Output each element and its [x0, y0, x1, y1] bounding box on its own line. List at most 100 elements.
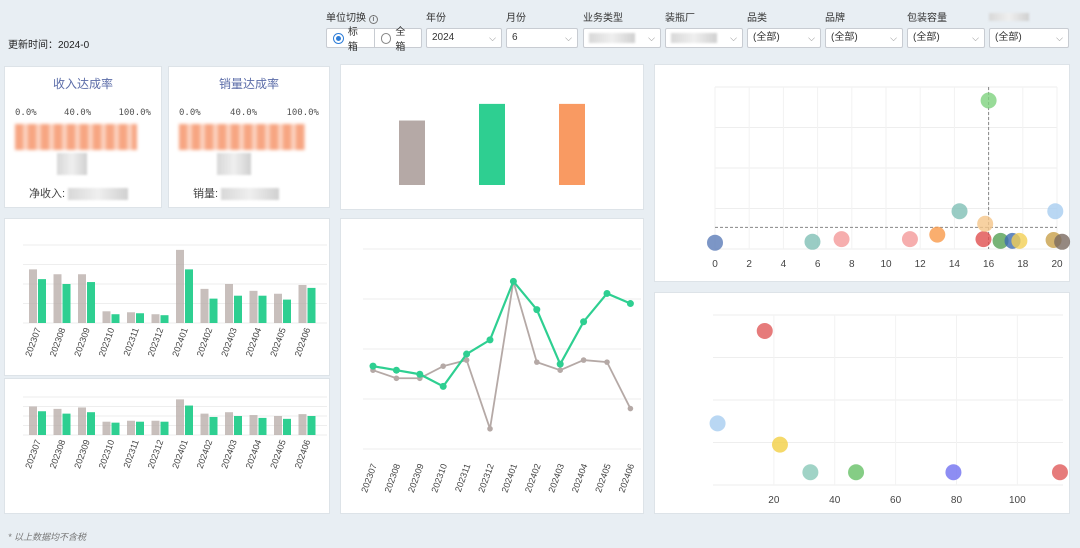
x-tick-label: 202404: [570, 462, 590, 494]
x-tick-label: 16: [983, 259, 995, 270]
x-tick-label: 202311: [121, 438, 140, 469]
x-tick-label: 0: [712, 259, 718, 270]
chevron-down-icon: ⌵: [1056, 33, 1063, 43]
x-tick-label: 60: [890, 495, 902, 506]
bar-prev: [298, 414, 307, 435]
income-kpi-title: 收入达成率: [52, 77, 113, 91]
x-tick-label: 100: [1009, 495, 1026, 506]
bar-curr: [62, 413, 71, 435]
scatter-point: [848, 464, 865, 481]
chevron-down-icon: ⌵: [730, 33, 737, 43]
bar-prev: [151, 420, 160, 435]
sales-kpi-scale: 0.0% 40.0% 100.0%: [179, 108, 319, 118]
x-tick-label: 12: [915, 259, 927, 270]
bar-prev: [200, 288, 209, 323]
x-tick-label: 202307: [23, 438, 43, 470]
trend-line-chart: 202307 202308 202309 202310 202311 202312 2024…: [340, 218, 644, 514]
unit-option-standard[interactable]: 标箱: [327, 27, 374, 53]
scatter-point: [833, 231, 850, 248]
bar-prev: [225, 412, 233, 435]
extra-filter: (全部) ⌵: [989, 12, 1069, 48]
bar-prev: [127, 312, 135, 323]
x-tick-label: 202312: [146, 438, 166, 470]
chevron-down-icon: ⌵: [972, 33, 979, 43]
income-progress-bar: [15, 124, 151, 150]
bar-curr: [234, 295, 242, 323]
bar-curr: [87, 412, 95, 435]
chevron-down-icon: ⌵: [890, 33, 897, 43]
line-point: [416, 370, 424, 378]
bar-curr: [38, 279, 46, 323]
sales-progress-fill: [179, 124, 305, 150]
x-tick-label: 202404: [244, 326, 264, 358]
business-type-select[interactable]: ⌵: [583, 28, 661, 48]
month-select[interactable]: 6 ⌵: [506, 28, 578, 48]
unit-option-full[interactable]: 全箱: [373, 27, 422, 53]
monthly-bar-svg-bottom: 202307 202308 202309 202310 202311 202312 2024…: [23, 396, 327, 470]
x-tick-label: 202309: [406, 462, 426, 494]
x-tick-label: 202307: [359, 462, 379, 494]
chevron-down-icon: ⌵: [648, 33, 655, 43]
package-filter: 包装容量 (全部) ⌵: [907, 12, 985, 48]
x-tick-label: 202312: [146, 326, 166, 358]
package-select[interactable]: (全部) ⌵: [907, 28, 985, 48]
bottler-filter: 装瓶厂 ⌵: [665, 12, 743, 48]
x-tick-label: 202401: [170, 438, 190, 470]
footnote: * 以上数据均不含税: [8, 532, 87, 542]
x-tick-label: 8: [849, 259, 855, 270]
x-tick-label: 202308: [383, 462, 403, 494]
achievement-bar-chart: [340, 64, 644, 210]
line-point: [439, 382, 447, 390]
line-point: [556, 360, 564, 368]
line-point: [557, 367, 563, 373]
scatter-point: [992, 232, 1009, 249]
year-select[interactable]: 2024 ⌵: [426, 28, 502, 48]
x-tick-label: 20: [768, 495, 780, 506]
scatter-point: [975, 231, 992, 248]
unit-toggle-label: 单位切换 i: [326, 12, 422, 26]
bar-curr: [307, 416, 316, 435]
bar-curr: [258, 417, 267, 435]
line-point: [603, 289, 611, 297]
x-tick-label: 202403: [546, 462, 566, 494]
bar-curr: [160, 315, 169, 323]
bar-prev: [274, 293, 282, 323]
brand-select[interactable]: (全部) ⌵: [825, 28, 903, 48]
scatter-point: [951, 203, 968, 220]
bar-curr: [209, 416, 218, 435]
extra-select[interactable]: (全部) ⌵: [989, 28, 1069, 48]
achievement-bar: [479, 103, 505, 185]
bar-prev: [127, 420, 135, 435]
x-tick-label: 10: [880, 259, 892, 270]
bar-curr: [160, 421, 169, 435]
x-tick-label: 6: [815, 259, 821, 270]
scatter-point: [771, 436, 788, 453]
business-type-filter: 业务类型 ⌵: [583, 12, 661, 48]
month-filter: 月份 6 ⌵: [506, 12, 578, 48]
achievement-bar: [399, 120, 425, 185]
scatter-svg-top: 0 2 4 6 8 10 12 14 16 18 20: [707, 86, 1071, 270]
line-point: [463, 350, 471, 358]
bar-curr: [111, 314, 120, 323]
bar-prev: [200, 413, 209, 435]
x-tick-label: 202401: [170, 326, 190, 358]
bar-prev: [102, 421, 111, 435]
achievement-bar-svg: [399, 103, 585, 185]
x-tick-label: 80: [951, 495, 963, 506]
bar-prev: [53, 408, 62, 435]
bar-curr: [185, 269, 193, 323]
line-point: [463, 357, 470, 363]
category-select[interactable]: (全部) ⌵: [747, 28, 821, 48]
line-point: [626, 300, 634, 308]
line-point: [440, 363, 446, 369]
x-tick-label: 202309: [72, 326, 92, 358]
bar-prev: [102, 311, 111, 323]
bar-prev: [274, 416, 282, 435]
x-tick-label: 20: [1051, 259, 1063, 270]
scatter-point: [929, 226, 946, 243]
bottler-select[interactable]: ⌵: [665, 28, 743, 48]
info-icon[interactable]: i: [368, 15, 378, 24]
line-point: [486, 336, 494, 344]
update-time: 更新时间：2024-0: [8, 40, 90, 51]
scatter-point: [1047, 203, 1064, 220]
